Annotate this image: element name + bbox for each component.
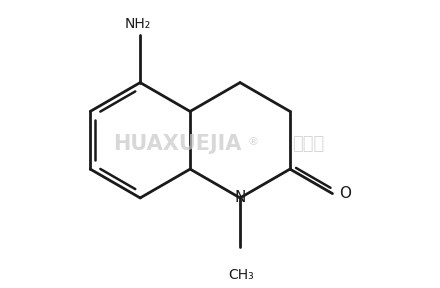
Text: HUAXUEJIA: HUAXUEJIA bbox=[114, 134, 242, 154]
Text: 化学加: 化学加 bbox=[292, 135, 324, 153]
Text: CH₃: CH₃ bbox=[228, 268, 254, 282]
Text: O: O bbox=[339, 186, 352, 201]
Text: ®: ® bbox=[248, 138, 259, 147]
Text: N: N bbox=[235, 190, 246, 205]
Text: NH₂: NH₂ bbox=[124, 17, 150, 31]
